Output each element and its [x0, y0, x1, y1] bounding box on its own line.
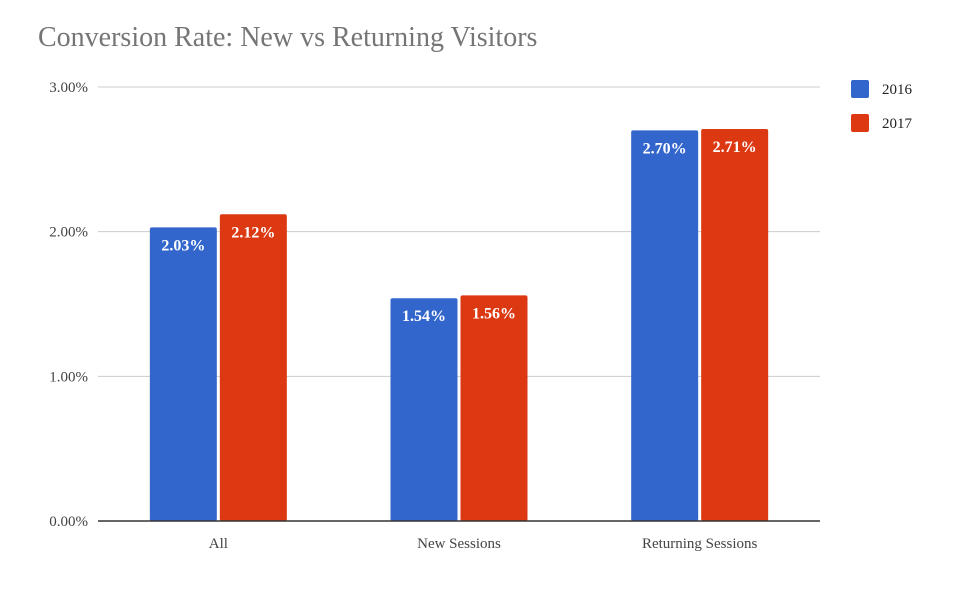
legend-label: 2017 [882, 116, 913, 132]
legend-swatch [851, 114, 869, 132]
data-label: 2.71% [713, 139, 757, 156]
x-tick-label: Returning Sessions [642, 536, 758, 552]
data-label: 2.03% [161, 237, 205, 254]
legend-label: 2016 [882, 82, 913, 98]
bar [701, 128, 769, 521]
data-label: 2.70% [643, 140, 687, 157]
x-tick-label: New Sessions [417, 536, 501, 552]
bar [149, 227, 217, 521]
data-label: 1.56% [472, 305, 516, 322]
legend-swatch [851, 80, 869, 98]
y-tick-label: 0.00% [49, 514, 88, 530]
data-label: 2.12% [231, 224, 275, 241]
chart-title: Conversion Rate: New vs Returning Visito… [38, 22, 538, 53]
data-label: 1.54% [402, 308, 446, 325]
y-tick-label: 2.00% [49, 225, 88, 241]
bar [460, 295, 528, 521]
bar [219, 214, 287, 521]
x-tick-label: All [209, 536, 228, 552]
y-tick-label: 1.00% [49, 369, 88, 385]
y-tick-label: 3.00% [49, 80, 88, 96]
bar [390, 298, 458, 521]
bar [631, 130, 699, 521]
